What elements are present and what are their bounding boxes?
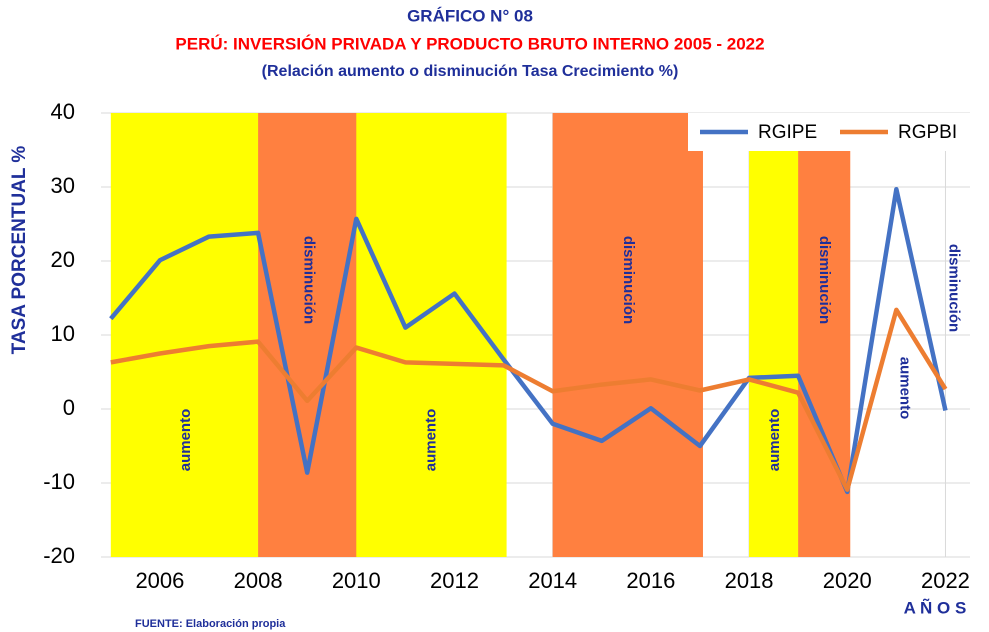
band (552, 113, 703, 557)
band (749, 113, 802, 557)
x-tick-label: 2022 (921, 568, 970, 593)
y-tick-label: 20 (51, 247, 75, 272)
y-tick-label: -10 (43, 469, 75, 494)
chart-subtitle: PERÚ: INVERSIÓN PRIVADA Y PRODUCTO BRUTO… (175, 34, 764, 53)
band (356, 113, 507, 557)
series-line (110, 307, 948, 492)
x-tick-label: 2010 (332, 568, 381, 593)
band-label: disminución (301, 236, 318, 324)
y-tick-label: 0 (63, 395, 75, 420)
x-tick-label: 2016 (626, 568, 675, 593)
x-tick-label: 2014 (528, 568, 577, 593)
y-tick-label: -20 (43, 543, 75, 568)
x-axis-label: A Ñ O S (904, 597, 967, 617)
legend-label: RGPBI (898, 122, 957, 143)
x-tick-label: 2006 (135, 568, 184, 593)
x-tick-label: 2008 (234, 568, 283, 593)
x-tick-label: 2012 (430, 568, 479, 593)
band (258, 113, 360, 557)
annotation: disminución (945, 244, 962, 332)
band-label: disminución (816, 236, 833, 324)
series-line (109, 186, 948, 495)
x-tick-label: 2018 (725, 568, 774, 593)
chart-subtitle: (Relación aumento o disminución Tasa Cre… (262, 63, 679, 80)
y-axis-label: TASA PORCENTUAL % (9, 146, 30, 355)
band-label: aumento (422, 409, 439, 472)
band-label: aumento (766, 409, 783, 472)
source-note: FUENTE: Elaboración propia (135, 618, 286, 630)
x-tick-label: 2020 (823, 568, 872, 593)
band (110, 113, 262, 557)
band-label: disminución (620, 236, 637, 324)
band-label: aumento (177, 409, 194, 472)
legend: RGIPE RGPBI (688, 113, 975, 151)
legend-label: RGIPE (758, 122, 817, 143)
y-tick-label: 10 (51, 321, 75, 346)
y-tick-label: 40 (51, 99, 75, 124)
chart-title: GRÁFICO N° 08 (407, 6, 533, 25)
band (798, 113, 851, 557)
annotation: aumento (896, 357, 913, 420)
y-tick-label: 30 (51, 173, 75, 198)
